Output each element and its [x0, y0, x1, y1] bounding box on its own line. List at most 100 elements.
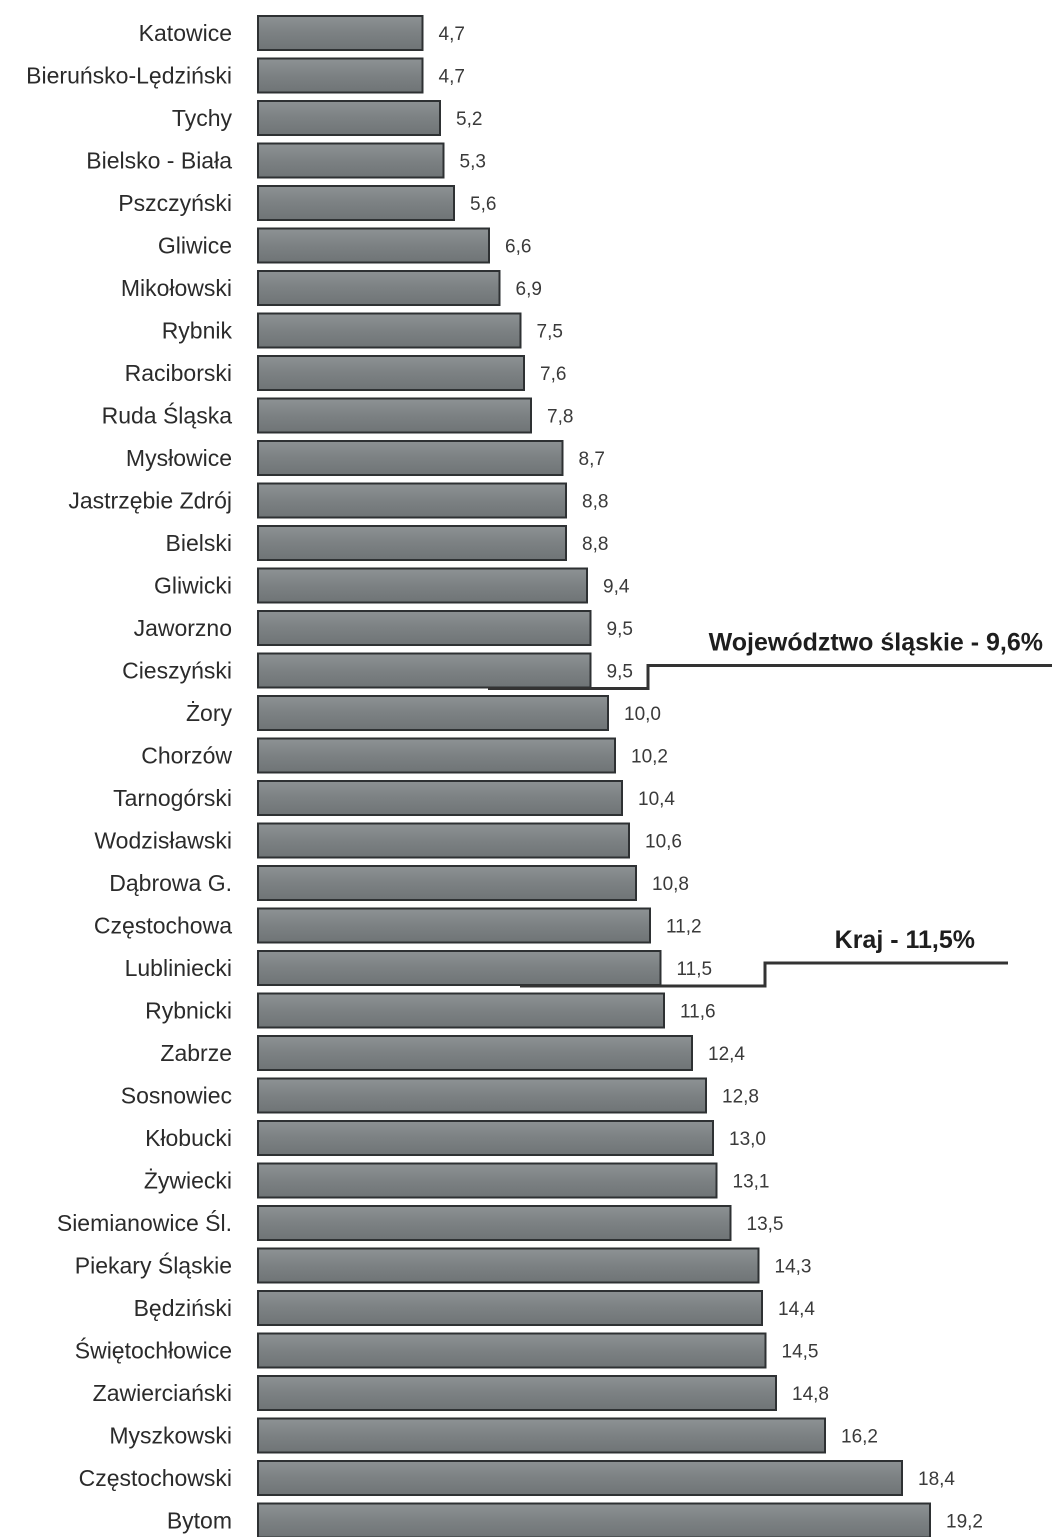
category-label: Mysłowice — [126, 445, 232, 471]
category-label: Cieszyński — [122, 658, 232, 684]
bar — [257, 1205, 732, 1241]
bar — [257, 652, 592, 689]
bar — [257, 525, 567, 561]
category-label: Zabrze — [160, 1040, 232, 1066]
category-label: Rybnicki — [145, 998, 232, 1024]
reference-line — [520, 961, 1008, 988]
bar — [257, 227, 490, 264]
bar — [257, 737, 616, 774]
value-label: 8,8 — [582, 534, 608, 555]
category-labels-group: Katowice Bieruńsko-Lędziński Tychy Bielsko … — [26, 20, 232, 1534]
value-label: 14,4 — [778, 1299, 815, 1320]
value-label: 7,5 — [537, 322, 563, 343]
reference-lines-group: Województwo śląskie - 9,6% Kraj - 11,5% — [488, 629, 1052, 988]
bar — [257, 142, 445, 179]
category-label: Rybnik — [162, 318, 233, 344]
category-label: Kłobucki — [145, 1125, 232, 1151]
bar — [257, 100, 441, 136]
bar — [257, 610, 592, 646]
bar — [257, 312, 522, 349]
bar — [257, 1120, 714, 1156]
value-label: 8,8 — [582, 492, 608, 513]
category-label: Żywiecki — [144, 1168, 232, 1194]
value-label: 4,7 — [439, 24, 465, 45]
value-label: 5,6 — [470, 194, 496, 215]
category-label: Zawierciański — [93, 1380, 232, 1406]
bar — [257, 270, 501, 306]
value-label: 16,2 — [841, 1427, 878, 1448]
bar — [257, 355, 525, 391]
category-label: Będziński — [134, 1295, 232, 1321]
value-label: 10,4 — [638, 789, 675, 810]
bar — [257, 57, 424, 94]
value-label: 10,6 — [645, 832, 682, 853]
value-label: 7,8 — [547, 407, 573, 428]
bar — [257, 1502, 931, 1537]
value-label: 19,2 — [946, 1512, 983, 1533]
category-label: Bielsko - Biała — [86, 148, 232, 174]
value-label: 13,0 — [729, 1129, 766, 1150]
value-labels-group: 4,7 4,7 5,2 5,3 5,6 6,6 6,9 7,5 7,6 7,8 8,7 8,8 8,8 9… — [439, 24, 983, 1533]
category-label: Myszkowski — [109, 1423, 232, 1449]
bar — [257, 1077, 707, 1114]
value-label: 18,4 — [918, 1469, 955, 1490]
category-label: Piekary Śląskie — [75, 1252, 232, 1279]
value-label: 12,8 — [722, 1087, 759, 1108]
category-label: Dąbrowa G. — [109, 870, 232, 896]
value-label: 4,7 — [439, 67, 465, 88]
category-label: Bytom — [167, 1508, 232, 1534]
value-label: 14,8 — [792, 1384, 829, 1405]
bar — [257, 822, 630, 859]
bar — [257, 397, 532, 434]
bar — [257, 865, 637, 901]
value-label: 14,5 — [782, 1342, 819, 1363]
category-label: Jastrzębie Zdrój — [68, 488, 232, 514]
bar — [257, 1417, 826, 1454]
value-label: 11,5 — [677, 959, 713, 980]
bar — [257, 1035, 693, 1071]
value-label: 8,7 — [579, 449, 605, 470]
reference-line — [488, 664, 1052, 690]
category-label: Gliwice — [158, 233, 232, 259]
category-label: Częstochowski — [79, 1465, 232, 1491]
category-label: Tychy — [172, 105, 233, 131]
bar — [257, 15, 424, 51]
bar — [257, 1375, 777, 1411]
bar — [257, 1290, 763, 1326]
bars-group — [257, 15, 931, 1537]
value-label: 13,1 — [733, 1172, 770, 1193]
category-label: Siemianowice Śl. — [57, 1209, 232, 1236]
value-label: 6,9 — [516, 279, 542, 300]
bar — [257, 695, 609, 731]
bar — [257, 1460, 903, 1496]
category-label: Częstochowa — [94, 913, 232, 939]
value-label: 10,8 — [652, 874, 689, 895]
bar — [257, 950, 662, 986]
bar — [257, 1162, 718, 1199]
bar — [257, 992, 665, 1029]
value-label: 13,5 — [747, 1214, 784, 1235]
category-label: Sosnowiec — [121, 1083, 232, 1109]
value-label: 9,5 — [607, 662, 633, 683]
category-label: Żory — [186, 700, 233, 726]
bar — [257, 567, 588, 604]
category-label: Gliwicki — [154, 573, 232, 599]
category-label: Raciborski — [125, 360, 232, 386]
category-label: Bielski — [166, 530, 232, 556]
bar — [257, 482, 567, 519]
category-label: Bieruńsko-Lędziński — [26, 63, 232, 89]
bar — [257, 185, 455, 221]
bar — [257, 1247, 760, 1284]
reference-label: Kraj - 11,5% — [835, 926, 975, 954]
category-label: Ruda Śląska — [102, 402, 233, 429]
value-label: 12,4 — [708, 1044, 745, 1065]
reference-label: Województwo śląskie - 9,6% — [709, 629, 1043, 657]
bar — [257, 780, 623, 816]
value-label: 10,0 — [624, 704, 661, 725]
category-label: Tarnogórski — [113, 785, 232, 811]
category-label: Pszczyński — [118, 190, 232, 216]
category-label: Chorzów — [141, 743, 232, 769]
value-label: 9,5 — [607, 619, 633, 640]
